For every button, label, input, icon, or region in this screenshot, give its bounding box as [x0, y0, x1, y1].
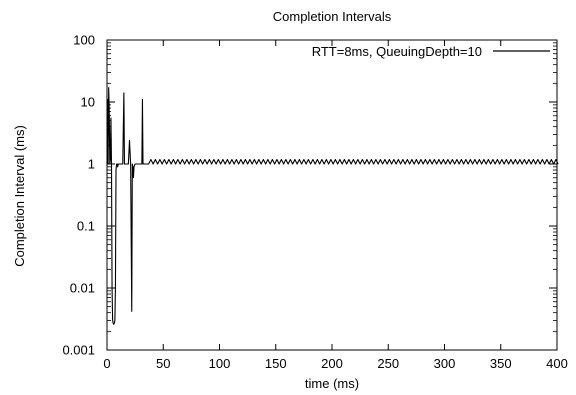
y-tick-label: 0.01	[70, 281, 95, 296]
x-tick-label: 150	[265, 356, 287, 371]
y-tick-label: 0.1	[77, 219, 95, 234]
y-axis: 0.001 0.01 0.1 1 10 100	[62, 33, 557, 358]
legend-label: RTT=8ms, QueuingDepth=10	[312, 44, 482, 59]
legend: RTT=8ms, QueuingDepth=10	[312, 44, 550, 59]
series-line	[106, 87, 559, 325]
series-layer	[106, 87, 559, 325]
plot-border	[106, 39, 558, 351]
y-tick-label: 10	[81, 95, 95, 110]
x-axis-label: time (ms)	[305, 376, 359, 391]
x-tick-label: 250	[377, 356, 399, 371]
x-tick-label: 400	[546, 356, 568, 371]
x-tick-label: 300	[434, 356, 456, 371]
x-tick-label: 100	[209, 356, 231, 371]
x-tick-label: 350	[490, 356, 512, 371]
y-axis-label: Completion Interval (ms)	[12, 125, 27, 267]
y-tick-label: 100	[73, 33, 95, 48]
x-tick-label: 50	[156, 356, 170, 371]
x-tick-label: 0	[103, 356, 110, 371]
chart-title: Completion Intervals	[273, 9, 392, 24]
x-tick-label: 200	[321, 356, 343, 371]
plot-frame	[106, 39, 558, 351]
y-tick-label: 1	[88, 157, 95, 172]
y-tick-label: 0.001	[62, 343, 95, 358]
x-axis: 0 50 100 150 200 250 300 350 400	[103, 40, 568, 371]
